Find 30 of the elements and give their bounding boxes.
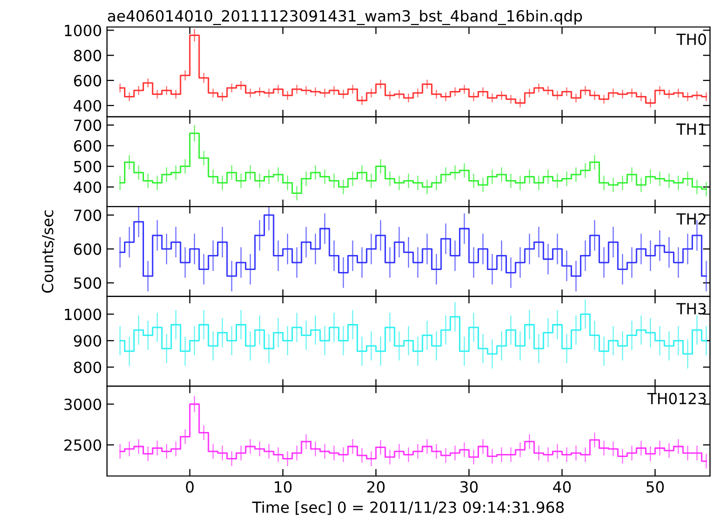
y-tick-label: 600 <box>74 243 102 255</box>
y-tick-label: 1000 <box>64 24 102 36</box>
x-tick-label: 30 <box>460 481 478 493</box>
x-tick-label: 10 <box>274 481 292 493</box>
y-tick-label: 700 <box>74 210 102 222</box>
y-tick-label: 500 <box>74 277 102 289</box>
x-axis-title: Time [sec] 0 = 2011/11/23 09:14:31.968 <box>252 501 564 515</box>
y-tick-label: 700 <box>74 120 102 132</box>
series-label: TH2 <box>676 213 706 224</box>
y-tick-label: 400 <box>74 181 102 194</box>
y-tick-label: 2500 <box>64 439 102 451</box>
x-tick-label: 0 <box>186 481 194 493</box>
y-tick-label: 400 <box>74 100 102 112</box>
y-axis-title: Counts/sec <box>42 210 55 293</box>
x-tick-label: 20 <box>367 481 385 493</box>
text: TH1 <box>676 124 706 135</box>
y-tick-label: 1000 <box>64 308 102 320</box>
y-tick-label: 800 <box>74 50 102 62</box>
y-tick-label: 3000 <box>64 398 102 410</box>
text: TH0 <box>676 34 706 46</box>
text: TH0123 <box>647 392 706 404</box>
y-tick-label: 600 <box>74 140 102 152</box>
x-tick-label: 40 <box>553 481 571 493</box>
y-tick-label: 500 <box>74 160 102 172</box>
series-label: TH3 <box>676 302 706 315</box>
x-tick-label: 50 <box>646 481 664 493</box>
y-tick-label: 900 <box>74 335 102 347</box>
chart-title: ae406014010_20111123091431_wam3_bst_4band_16bin.qdp <box>108 10 582 26</box>
y-tick-label: 600 <box>74 74 102 86</box>
y-tick-label: 800 <box>74 362 102 374</box>
